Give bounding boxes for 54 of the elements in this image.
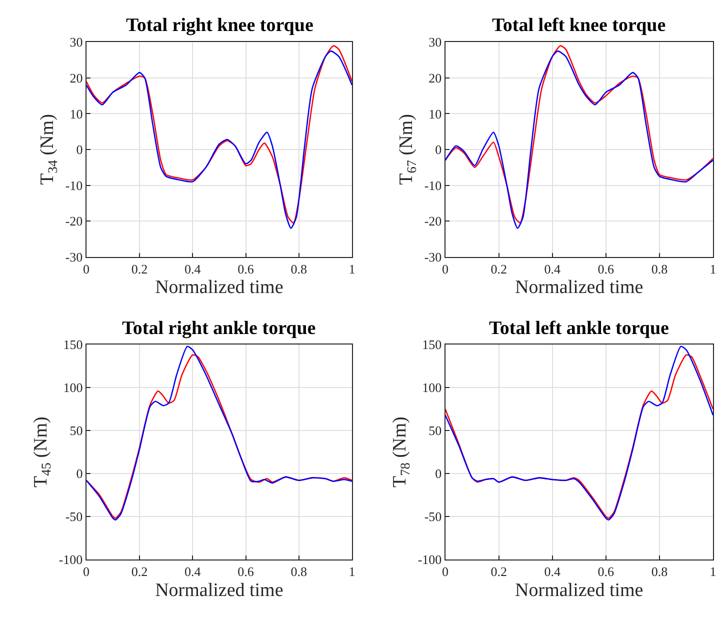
x-tick-label: 1 bbox=[348, 261, 356, 276]
y-tick-label: -100 bbox=[418, 552, 442, 567]
x-axis-title: Normalized time bbox=[515, 580, 644, 601]
y-tick-label: -20 bbox=[65, 214, 83, 229]
chart-title: Total right ankle torque bbox=[122, 318, 316, 339]
y-tick-label: 0 bbox=[435, 142, 442, 158]
x-tick-label: 0.8 bbox=[651, 564, 668, 579]
y-tick-label: 100 bbox=[63, 380, 83, 396]
y-tick-label: -30 bbox=[424, 249, 442, 264]
x-tick-label: 1 bbox=[710, 564, 716, 579]
x-tick-label: 1 bbox=[710, 261, 716, 276]
x-tick-label: 0.8 bbox=[290, 564, 308, 579]
y-tick-label: 10 bbox=[70, 106, 83, 122]
y-tick-label: 10 bbox=[428, 106, 442, 122]
y-tick-label: 150 bbox=[63, 337, 83, 352]
y-tick-label: 30 bbox=[70, 34, 83, 50]
x-tick-label: 0.4 bbox=[544, 261, 562, 276]
y-tick-label: -100 bbox=[58, 552, 83, 567]
y-tick-label: 0 bbox=[76, 466, 83, 482]
x-tick-label: 0.2 bbox=[131, 261, 148, 276]
x-tick-label: 0.4 bbox=[544, 564, 562, 579]
y-tick-label: -10 bbox=[65, 178, 83, 193]
chart-title: Total left ankle torque bbox=[489, 318, 669, 339]
x-tick-label: 0.8 bbox=[651, 261, 668, 276]
y-tick-label: -30 bbox=[65, 249, 83, 264]
x-tick-label: 0.2 bbox=[131, 564, 148, 579]
y-tick-label: 0 bbox=[435, 466, 442, 482]
y-tick-label: 20 bbox=[428, 70, 442, 86]
chart-title: Total right knee torque bbox=[126, 15, 314, 36]
y-tick-label: 20 bbox=[70, 70, 83, 86]
x-axis-title: Normalized time bbox=[515, 277, 644, 298]
x-tick-label: 0.4 bbox=[184, 261, 202, 276]
y-tick-label: 50 bbox=[70, 423, 83, 438]
y-tick-label: 100 bbox=[422, 380, 442, 396]
x-tick-label: 0.2 bbox=[490, 564, 507, 579]
x-tick-label: 0.8 bbox=[290, 261, 308, 276]
y-tick-label: 150 bbox=[422, 337, 442, 352]
y-tick-label: 30 bbox=[428, 34, 442, 50]
x-tick-label: 0.6 bbox=[598, 564, 615, 579]
x-tick-label: 0.6 bbox=[598, 261, 615, 276]
x-tick-label: 0.4 bbox=[184, 564, 202, 579]
chart-title: Total left knee torque bbox=[492, 15, 666, 36]
y-tick-label: -10 bbox=[424, 178, 442, 193]
x-tick-label: 0.2 bbox=[490, 261, 507, 276]
y-tick-label: -20 bbox=[424, 214, 442, 229]
y-tick-label: 50 bbox=[428, 423, 442, 438]
y-tick-label: 0 bbox=[76, 142, 83, 158]
y-tick-label: -50 bbox=[65, 509, 83, 524]
x-tick-label: 0.6 bbox=[238, 261, 254, 276]
x-tick-label: 1 bbox=[348, 564, 356, 579]
x-axis-title: Normalized time bbox=[155, 580, 284, 601]
x-tick-label: 0.6 bbox=[238, 564, 254, 579]
y-tick-label: -50 bbox=[424, 509, 442, 524]
x-axis-title: Normalized time bbox=[155, 277, 284, 298]
